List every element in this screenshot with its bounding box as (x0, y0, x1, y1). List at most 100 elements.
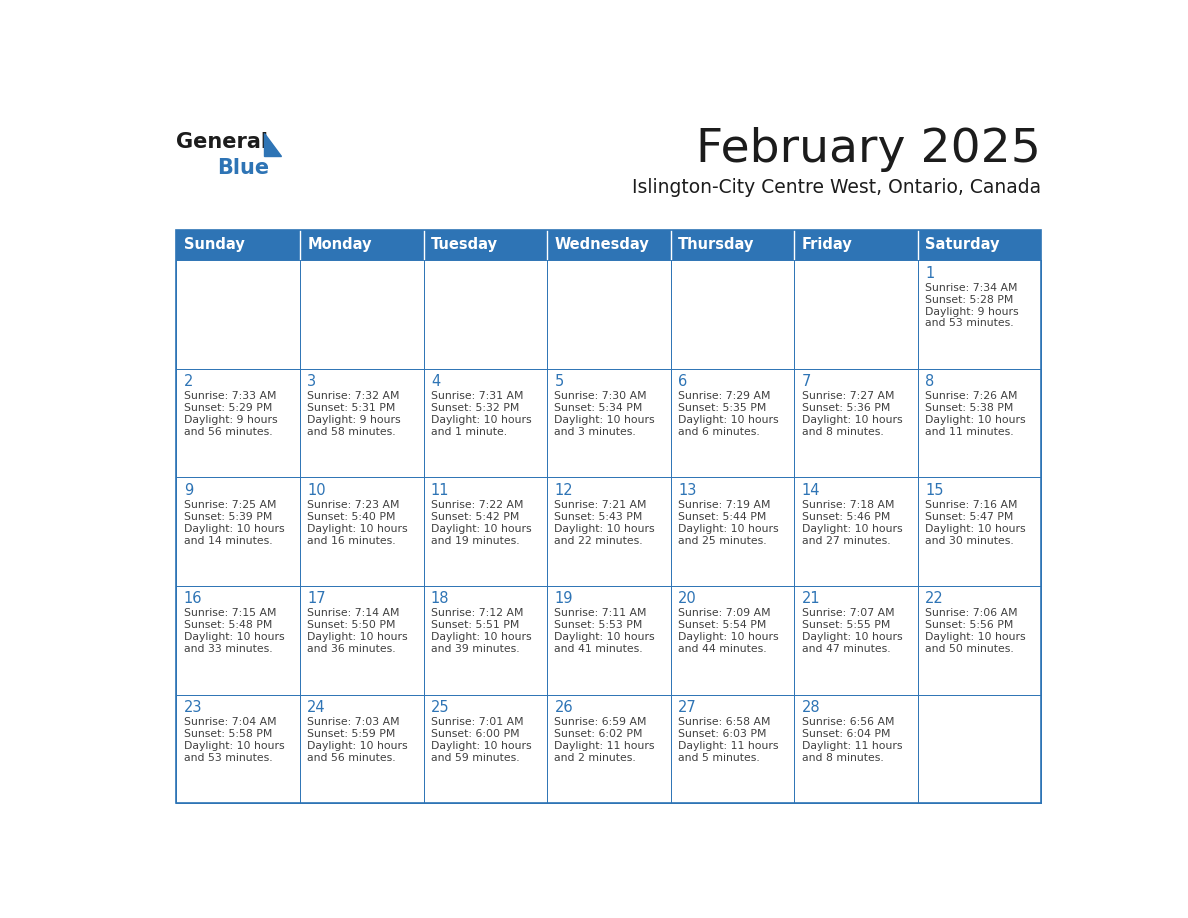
Text: and 47 minutes.: and 47 minutes. (802, 644, 890, 655)
Text: 28: 28 (802, 700, 820, 715)
Text: Sunset: 6:00 PM: Sunset: 6:00 PM (431, 729, 519, 739)
Text: Daylight: 10 hours: Daylight: 10 hours (802, 415, 902, 425)
Text: Sunrise: 7:11 AM: Sunrise: 7:11 AM (555, 609, 647, 619)
Text: Tuesday: Tuesday (431, 238, 498, 252)
Text: and 56 minutes.: and 56 minutes. (308, 753, 396, 763)
Text: 1: 1 (925, 265, 935, 281)
FancyBboxPatch shape (671, 261, 795, 369)
Text: Sunrise: 7:15 AM: Sunrise: 7:15 AM (184, 609, 277, 619)
Text: 10: 10 (308, 483, 326, 498)
FancyBboxPatch shape (546, 230, 671, 261)
Text: and 14 minutes.: and 14 minutes. (184, 535, 272, 545)
Text: Sunrise: 7:22 AM: Sunrise: 7:22 AM (431, 499, 524, 509)
FancyBboxPatch shape (176, 230, 299, 261)
Text: Sunrise: 7:07 AM: Sunrise: 7:07 AM (802, 609, 895, 619)
Text: Sunset: 5:53 PM: Sunset: 5:53 PM (555, 621, 643, 631)
Text: Sunrise: 7:04 AM: Sunrise: 7:04 AM (184, 717, 277, 727)
Text: 15: 15 (925, 483, 943, 498)
Text: and 58 minutes.: and 58 minutes. (308, 427, 396, 437)
Text: Blue: Blue (216, 158, 268, 178)
FancyBboxPatch shape (671, 695, 795, 803)
Text: Daylight: 9 hours: Daylight: 9 hours (308, 415, 402, 425)
Text: and 56 minutes.: and 56 minutes. (184, 427, 272, 437)
Text: 19: 19 (555, 591, 573, 607)
FancyBboxPatch shape (546, 695, 671, 803)
Text: 25: 25 (431, 700, 449, 715)
Text: Sunset: 6:02 PM: Sunset: 6:02 PM (555, 729, 643, 739)
Text: Daylight: 10 hours: Daylight: 10 hours (925, 633, 1025, 643)
Text: Sunrise: 7:23 AM: Sunrise: 7:23 AM (308, 499, 400, 509)
Text: Sunset: 6:03 PM: Sunset: 6:03 PM (678, 729, 766, 739)
Text: Daylight: 10 hours: Daylight: 10 hours (308, 523, 407, 533)
Text: Daylight: 10 hours: Daylight: 10 hours (802, 523, 902, 533)
FancyBboxPatch shape (671, 477, 795, 586)
Text: Saturday: Saturday (925, 238, 999, 252)
FancyBboxPatch shape (546, 369, 671, 477)
Text: Friday: Friday (802, 238, 852, 252)
FancyBboxPatch shape (423, 586, 546, 695)
Text: Sunset: 5:59 PM: Sunset: 5:59 PM (308, 729, 396, 739)
Text: Monday: Monday (308, 238, 372, 252)
FancyBboxPatch shape (423, 369, 546, 477)
Text: Daylight: 10 hours: Daylight: 10 hours (184, 633, 284, 643)
Text: Sunrise: 7:33 AM: Sunrise: 7:33 AM (184, 391, 277, 401)
Text: Sunrise: 6:56 AM: Sunrise: 6:56 AM (802, 717, 895, 727)
Text: and 1 minute.: and 1 minute. (431, 427, 507, 437)
Text: and 50 minutes.: and 50 minutes. (925, 644, 1013, 655)
Text: Sunrise: 7:03 AM: Sunrise: 7:03 AM (308, 717, 400, 727)
Text: Daylight: 10 hours: Daylight: 10 hours (555, 633, 655, 643)
Text: Daylight: 10 hours: Daylight: 10 hours (678, 523, 778, 533)
FancyBboxPatch shape (299, 369, 423, 477)
Text: Sunset: 5:56 PM: Sunset: 5:56 PM (925, 621, 1013, 631)
FancyBboxPatch shape (299, 230, 423, 261)
FancyBboxPatch shape (546, 477, 671, 586)
Text: Sunset: 5:38 PM: Sunset: 5:38 PM (925, 403, 1013, 413)
Text: 18: 18 (431, 591, 449, 607)
FancyBboxPatch shape (918, 230, 1042, 261)
Text: 8: 8 (925, 375, 935, 389)
Text: Daylight: 10 hours: Daylight: 10 hours (802, 633, 902, 643)
Text: and 39 minutes.: and 39 minutes. (431, 644, 519, 655)
Text: Sunrise: 7:31 AM: Sunrise: 7:31 AM (431, 391, 524, 401)
FancyBboxPatch shape (671, 369, 795, 477)
Text: Sunrise: 7:34 AM: Sunrise: 7:34 AM (925, 283, 1018, 293)
FancyBboxPatch shape (671, 230, 795, 261)
FancyBboxPatch shape (918, 477, 1042, 586)
Text: Sunset: 5:43 PM: Sunset: 5:43 PM (555, 511, 643, 521)
Text: and 22 minutes.: and 22 minutes. (555, 535, 643, 545)
Text: and 41 minutes.: and 41 minutes. (555, 644, 643, 655)
Text: Sunrise: 7:30 AM: Sunrise: 7:30 AM (555, 391, 647, 401)
Text: and 53 minutes.: and 53 minutes. (184, 753, 272, 763)
FancyBboxPatch shape (795, 695, 918, 803)
Text: Sunrise: 7:21 AM: Sunrise: 7:21 AM (555, 499, 647, 509)
FancyBboxPatch shape (176, 477, 299, 586)
Text: 9: 9 (184, 483, 194, 498)
FancyBboxPatch shape (423, 261, 546, 369)
FancyBboxPatch shape (423, 230, 546, 261)
Text: Daylight: 10 hours: Daylight: 10 hours (678, 633, 778, 643)
Text: and 25 minutes.: and 25 minutes. (678, 535, 766, 545)
Text: and 8 minutes.: and 8 minutes. (802, 753, 884, 763)
FancyBboxPatch shape (918, 369, 1042, 477)
Text: and 16 minutes.: and 16 minutes. (308, 535, 396, 545)
Text: Sunset: 5:34 PM: Sunset: 5:34 PM (555, 403, 643, 413)
Text: Daylight: 10 hours: Daylight: 10 hours (431, 415, 531, 425)
Text: Sunset: 5:48 PM: Sunset: 5:48 PM (184, 621, 272, 631)
FancyBboxPatch shape (299, 477, 423, 586)
FancyBboxPatch shape (176, 369, 299, 477)
Text: Daylight: 10 hours: Daylight: 10 hours (925, 523, 1025, 533)
Text: 21: 21 (802, 591, 820, 607)
FancyBboxPatch shape (795, 230, 918, 261)
Text: 3: 3 (308, 375, 316, 389)
Text: Islington-City Centre West, Ontario, Canada: Islington-City Centre West, Ontario, Can… (632, 178, 1042, 197)
Text: Daylight: 10 hours: Daylight: 10 hours (431, 741, 531, 751)
Text: Wednesday: Wednesday (555, 238, 649, 252)
FancyBboxPatch shape (176, 261, 299, 369)
FancyBboxPatch shape (546, 261, 671, 369)
FancyBboxPatch shape (299, 261, 423, 369)
Text: General: General (176, 131, 268, 151)
Text: Sunrise: 7:27 AM: Sunrise: 7:27 AM (802, 391, 895, 401)
Text: and 30 minutes.: and 30 minutes. (925, 535, 1013, 545)
Text: Sunrise: 7:06 AM: Sunrise: 7:06 AM (925, 609, 1018, 619)
Text: and 3 minutes.: and 3 minutes. (555, 427, 637, 437)
